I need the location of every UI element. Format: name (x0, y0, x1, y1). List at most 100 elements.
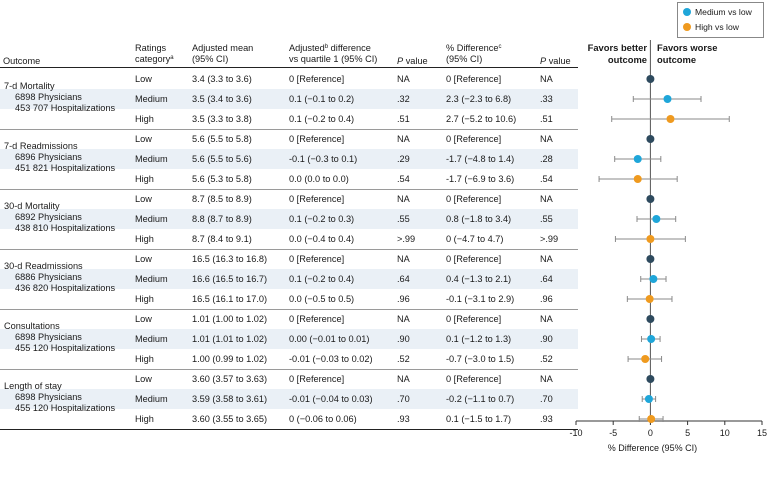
cell-diff: 0.1 (−0.2 to 0.4) (289, 274, 355, 284)
cell-diff: -0.01 (−0.03 to 0.02) (289, 354, 373, 364)
group-separator (0, 249, 578, 250)
row-band (0, 389, 578, 409)
estimate-point (647, 415, 656, 423)
header-ratings-line2: category (135, 54, 171, 64)
cell-diff: 0.0 (−0.4 to 0.4) (289, 234, 355, 244)
cell-category: High (135, 174, 154, 184)
outcome-label-hospitalizations: 453 707 Hospitalizations (15, 103, 116, 113)
x-axis-label: % Difference (95% CI) (608, 443, 697, 453)
outcome-label-hospitalizations: 436 820 Hospitalizations (15, 283, 116, 293)
header-adj-diff-sup: b (324, 44, 329, 50)
estimate-point (663, 95, 672, 103)
cell-p1: .90 (397, 334, 410, 344)
cell-diff: 0 (−0.06 to 0.06) (289, 414, 357, 424)
outcome-label-name: 7-d Mortality (4, 81, 55, 91)
cell-mean: 8.7 (8.5 to 8.9) (192, 194, 252, 204)
cell-mean: 1.01 (1.01 to 1.02) (192, 334, 268, 344)
row-band (0, 89, 578, 109)
cell-p2: .64 (540, 274, 553, 284)
header-adj-diff-a: Adjusted (289, 43, 325, 53)
cell-pct: -1.7 (−6.9 to 3.6) (446, 174, 515, 184)
cell-category: High (135, 234, 154, 244)
cell-mean: 16.6 (16.5 to 16.7) (192, 274, 268, 284)
cell-diff: 0.1 (−0.1 to 0.2) (289, 94, 355, 104)
cell-diff: 0 [Reference] (289, 74, 345, 84)
cell-pct: 0 [Reference] (446, 254, 502, 264)
cell-mean: 3.5 (3.3 to 3.8) (192, 114, 252, 124)
header-adj-diff-b: difference (328, 43, 371, 53)
cell-p2: NA (540, 374, 553, 384)
header-ratings-sup: a (170, 55, 174, 61)
cell-p1: NA (397, 254, 410, 264)
cell-category: High (135, 354, 154, 364)
cell-p2: .70 (540, 394, 553, 404)
estimate-point (666, 115, 675, 123)
cell-p1: .70 (397, 394, 410, 404)
cell-category: Low (135, 134, 152, 144)
header-rule (0, 67, 578, 68)
cell-category: Medium (135, 334, 168, 344)
cell-p2: .55 (540, 214, 553, 224)
table-bottom-rule (0, 429, 578, 430)
outcome-label-physicians: 6896 Physicians (15, 152, 82, 162)
header-adjusted-mean: Adjusted mean (95% CI) (192, 43, 253, 65)
header-adjusted-difference: Adjustedb difference vs quartile 1 (95% … (289, 43, 377, 65)
cell-category: Low (135, 194, 152, 204)
estimate-point (633, 155, 642, 163)
outcome-label-physicians: 6898 Physicians (15, 332, 82, 342)
header-p1-italic: P (397, 56, 404, 66)
cell-p1: .55 (397, 214, 410, 224)
outcome-label-physicians: 6898 Physicians (15, 392, 82, 402)
favors-better-line2: outcome (607, 54, 647, 65)
cell-p1: >.99 (397, 234, 416, 244)
header-ratings: Ratings categorya (135, 43, 174, 65)
legend-high-label: High vs low (695, 22, 739, 32)
cell-mean: 3.60 (3.55 to 3.65) (192, 414, 268, 424)
cell-pct: 0.4 (−1.3 to 2.1) (446, 274, 512, 284)
reference-point (646, 75, 655, 83)
outcome-label-physicians: 6886 Physicians (15, 272, 82, 282)
row-band (0, 209, 578, 229)
cell-mean: 5.6 (5.5 to 5.6) (192, 154, 252, 164)
cell-pct: 0 [Reference] (446, 374, 502, 384)
header-pct-diff-line2: (95% CI) (446, 54, 483, 64)
outcome-label-hospitalizations: 438 810 Hospitalizations (15, 223, 116, 233)
cell-p1: .29 (397, 154, 410, 164)
group-separator (0, 189, 578, 190)
cell-diff: 0 [Reference] (289, 374, 345, 384)
outcome-label-name: 30-d Mortality (4, 201, 60, 211)
header-ratings-line1: Ratings (135, 43, 167, 53)
estimate-point (645, 295, 654, 303)
cell-mean: 3.59 (3.58 to 3.61) (192, 394, 268, 404)
estimate-point (649, 275, 658, 283)
cell-diff: 0 [Reference] (289, 254, 345, 264)
row-band (0, 149, 578, 169)
cell-p2: .93 (540, 414, 553, 424)
estimate-point (641, 355, 650, 363)
cell-p1: NA (397, 74, 410, 84)
cell-mean: 5.6 (5.5 to 5.8) (192, 134, 252, 144)
cell-category: Medium (135, 154, 168, 164)
outcome-label-name: Consultations (4, 321, 60, 331)
cell-p1: .52 (397, 354, 410, 364)
header-pct-diff-sup: c (498, 44, 502, 50)
cell-p2: >.99 (540, 234, 559, 244)
x-tick-label: 15 (757, 428, 767, 438)
group-separator (0, 369, 578, 370)
cell-mean: 8.7 (8.4 to 9.1) (192, 234, 252, 244)
reference-point (646, 255, 655, 263)
cell-mean: 3.4 (3.3 to 3.6) (192, 74, 252, 84)
cell-p2: NA (540, 74, 553, 84)
cell-pct: 0 [Reference] (446, 74, 502, 84)
reference-point (646, 195, 655, 203)
outcome-label-hospitalizations: 455 120 Hospitalizations (15, 343, 116, 353)
cell-pct: 0.1 (−1.5 to 1.7) (446, 414, 512, 424)
cell-pct: 0.8 (−1.8 to 3.4) (446, 214, 512, 224)
cell-diff: 0 [Reference] (289, 134, 345, 144)
cell-p2: NA (540, 314, 553, 324)
row-band (0, 329, 578, 349)
cell-diff: 0 [Reference] (289, 194, 345, 204)
cell-p2: .52 (540, 354, 553, 364)
cell-p1: NA (397, 374, 410, 384)
favors-better-label: Favors better outcome (575, 42, 647, 66)
